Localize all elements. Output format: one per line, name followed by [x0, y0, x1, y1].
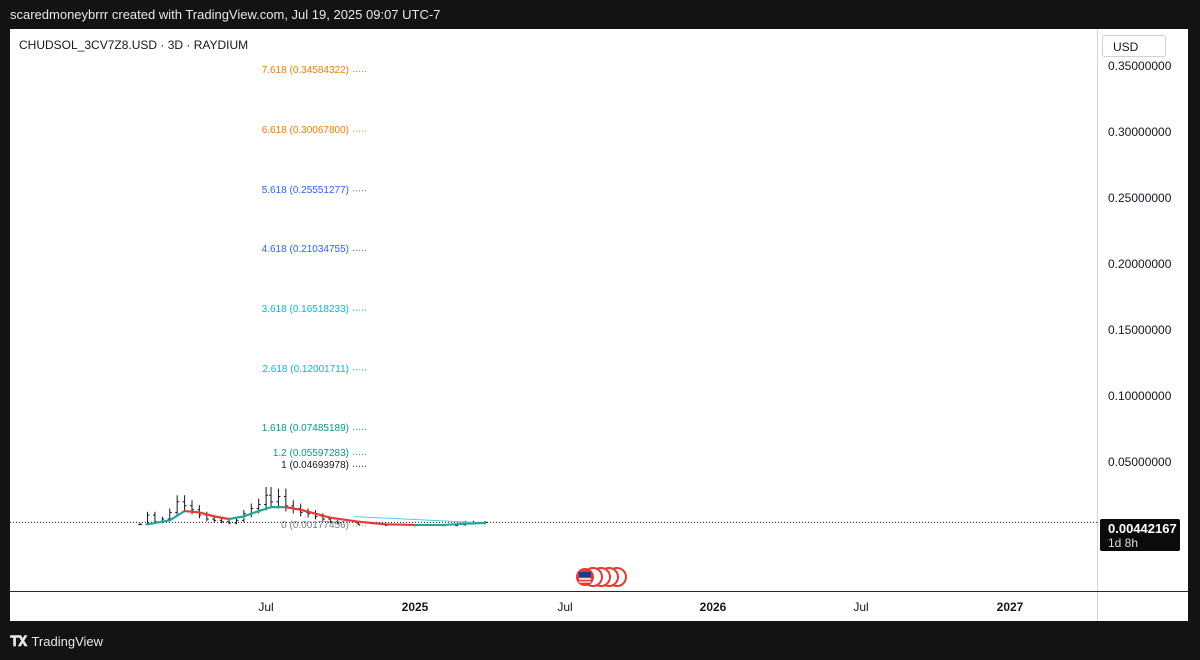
- price-tick-label: 0.25000000: [1108, 191, 1172, 206]
- moving-average-segment: [183, 509, 201, 514]
- moving-average-segment: [257, 506, 273, 513]
- fib-level-label: 1.2 (0.05597283): [272, 448, 349, 460]
- last-price-value: 0.00442167: [1108, 521, 1177, 536]
- fib-level-label: 1 (0.04693978): [281, 460, 349, 472]
- time-tick-label: 2025: [401, 600, 429, 614]
- moving-average-segment: [284, 506, 302, 511]
- fib-level-label: 1.618 (0.07485189): [261, 423, 349, 435]
- chart-plot[interactable]: [10, 29, 1188, 621]
- moving-average-segment: [357, 520, 387, 526]
- time-tick-label: Jul: [557, 600, 573, 614]
- fib-level-label: 5.618 (0.25551277): [261, 184, 349, 196]
- moving-average-segment: [329, 516, 360, 523]
- price-axis-divider: [1097, 29, 1098, 621]
- moving-average-segment: [384, 523, 417, 527]
- us-flag-canton: [579, 572, 591, 577]
- brand-label: TradingView: [31, 634, 104, 649]
- moving-average-segment: [299, 508, 317, 515]
- moving-average-segment: [242, 509, 260, 518]
- symbol-title[interactable]: CHUDSOL_3CV7Z8.USD · 3D · RAYDIUM: [19, 38, 249, 52]
- bar-countdown: 1d 8h: [1108, 536, 1139, 550]
- moving-average-segment: [314, 512, 332, 519]
- price-tick-label: 0.35000000: [1108, 58, 1172, 73]
- time-tick-label: Jul: [258, 600, 274, 614]
- chart-attribution: scaredmoneybrrr created with TradingView…: [10, 7, 441, 22]
- fib-level-label: 3.618 (0.16518233): [261, 304, 349, 316]
- last-price-label: 0.00442167 1d 8h: [1100, 519, 1180, 551]
- price-tick-label: 0.20000000: [1108, 257, 1172, 272]
- moving-average-segment: [442, 522, 467, 527]
- moving-average-segment: [168, 509, 186, 522]
- fib-level-label: 4.618 (0.21034755): [261, 244, 349, 256]
- moving-average-segment: [213, 515, 231, 521]
- fib-level-label: 7.618 (0.34584322): [261, 65, 349, 77]
- moving-average-segment: [198, 511, 216, 518]
- fib-level-label: 2.618 (0.12001711): [262, 363, 349, 375]
- price-tick-label: 0.15000000: [1108, 323, 1172, 338]
- fib-level-label: 0 (0.00177456): [281, 519, 349, 531]
- chart-frame[interactable]: CHUDSOL_3CV7Z8.USD · 3D · RAYDIUM USD 0.…: [10, 29, 1188, 621]
- time-tick-label: 2027: [996, 600, 1024, 614]
- moving-average-segment: [464, 521, 487, 525]
- time-axis-divider: [10, 591, 1188, 592]
- time-tick-label: 2026: [699, 600, 727, 614]
- price-tick-label: 0.30000000: [1108, 125, 1172, 140]
- fib-level-label: 6.618 (0.30067800): [261, 125, 349, 137]
- currency-button[interactable]: USD: [1102, 35, 1166, 57]
- moving-average-segment: [146, 519, 171, 526]
- tradingview-logo-icon: 𝐓𝐗: [10, 633, 27, 649]
- trendline: [354, 516, 474, 523]
- moving-average-segment: [227, 515, 245, 521]
- price-tick-label: 0.05000000: [1108, 455, 1172, 470]
- price-tick-label: 0.10000000: [1108, 389, 1172, 404]
- tradingview-footer[interactable]: 𝐓𝐗 TradingView: [10, 633, 103, 650]
- time-tick-label: Jul: [853, 600, 869, 614]
